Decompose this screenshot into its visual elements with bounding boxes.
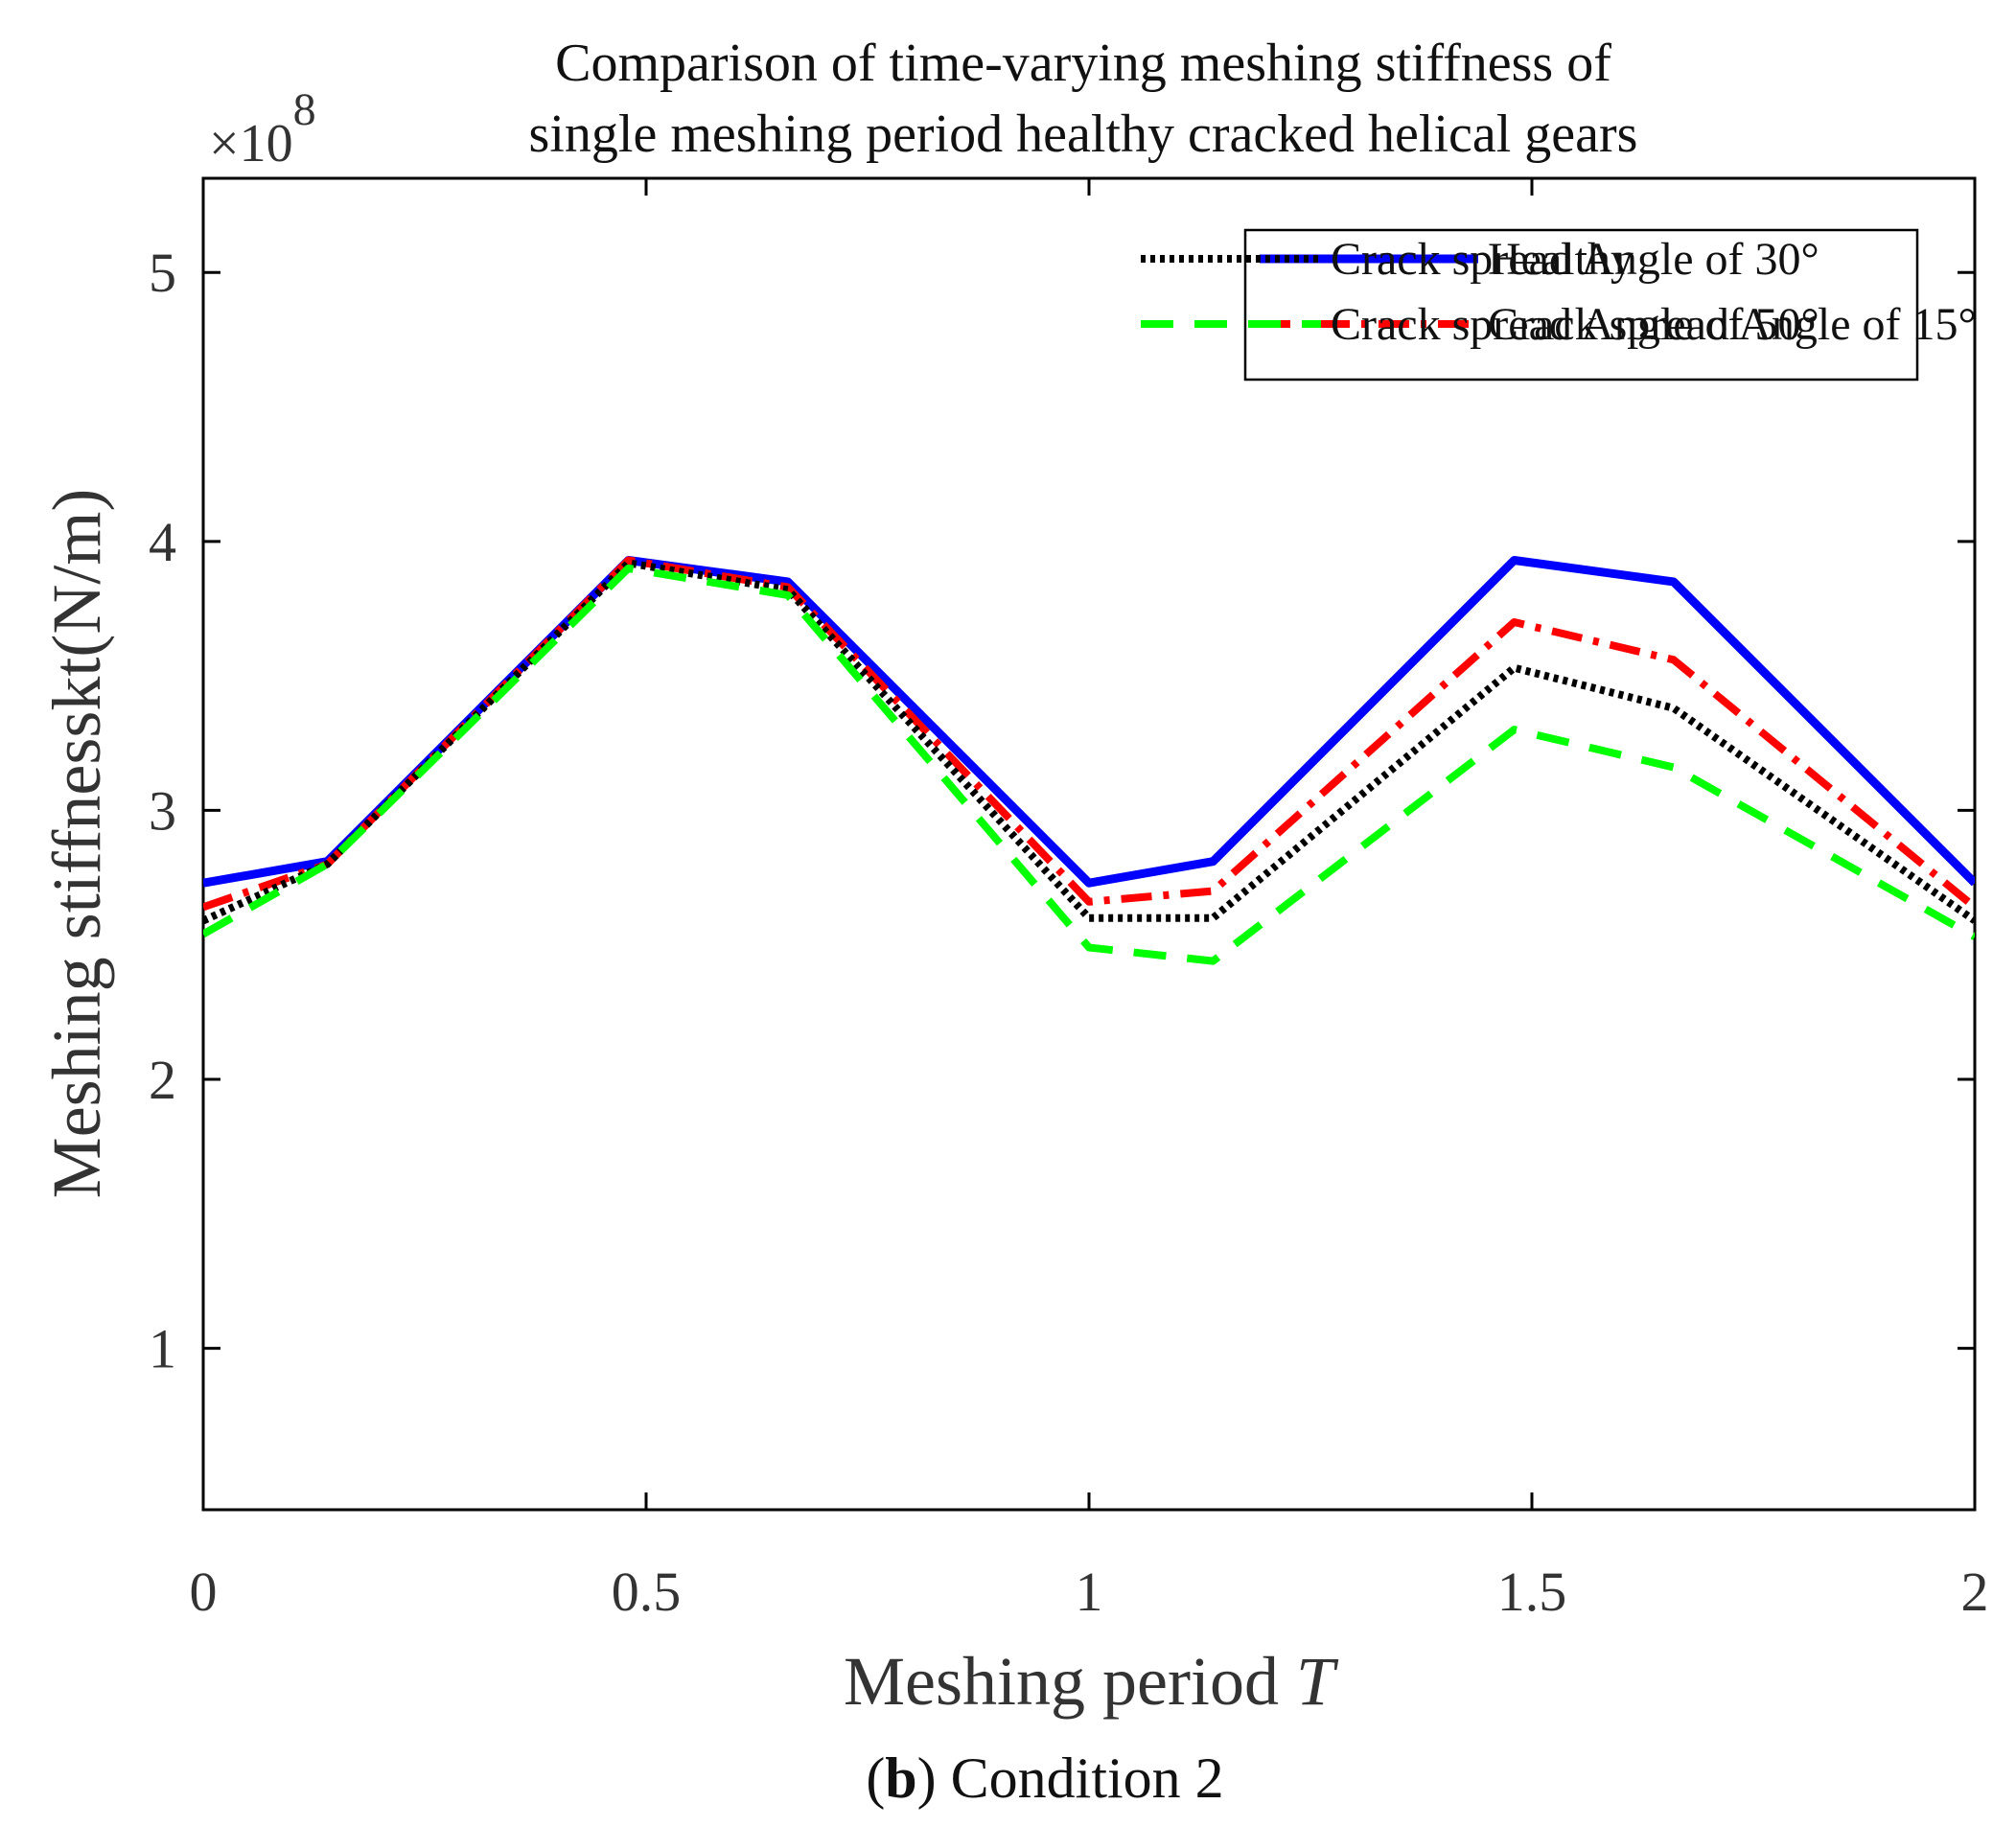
- y-tick-label: 2: [149, 1049, 176, 1111]
- caption-text: Condition 2: [951, 1746, 1224, 1810]
- x-tick-labels: 0 0.5 1 1.5 2: [190, 1561, 1989, 1623]
- x-tick-label: 1.5: [1497, 1561, 1567, 1623]
- axis-ticks: [201, 178, 1977, 1510]
- legend-label-crack-spread-angle-of-50: Crack spread Angle of 50°: [1331, 299, 1819, 350]
- x-axis-label-symbol: T: [1296, 1643, 1339, 1720]
- y-tick-label: 3: [149, 779, 176, 842]
- y-exponent-power: 8: [293, 84, 316, 135]
- chart-title-line-2: single meshing period healthy cracked he…: [529, 104, 1638, 164]
- figure-caption: (b) Condition 2: [866, 1746, 1223, 1810]
- y-tick-label: 1: [149, 1318, 176, 1380]
- x-tick-label: 0.5: [612, 1561, 682, 1623]
- y-exponent-base: ×10: [209, 114, 293, 173]
- x-axis-label: Meshing period T: [844, 1643, 1339, 1720]
- legend-label-crack-spread-angle-of-30: Crack spread Angle of 30°: [1331, 234, 1819, 285]
- series-line-crack-spread-angle-of-50: [203, 564, 1975, 965]
- legend-label-healthy: Healthy: [1488, 234, 1634, 285]
- y-exponent-label: ×108: [209, 84, 316, 173]
- y-tick-label: 4: [149, 511, 176, 573]
- x-tick-label: 1: [1076, 1561, 1103, 1623]
- y-tick-labels: 1 2 3 4 5: [149, 242, 176, 1379]
- chart-title-line-1: Comparison of time-varying meshing stiff…: [555, 34, 1611, 93]
- x-tick-label: 0: [190, 1561, 218, 1623]
- x-tick-label: 2: [1961, 1561, 1989, 1623]
- y-axis-label: Meshing stiffnesskt(N/m): [38, 489, 115, 1199]
- x-axis-label-text: Meshing period: [844, 1643, 1296, 1720]
- legend-label-crack-spread-angle-of-15: Crack spread Angle of 15°: [1488, 299, 1977, 350]
- series-lines: [203, 556, 1975, 965]
- series-line-crack-spread-angle-of-15: [203, 556, 1975, 912]
- caption-letter: b: [885, 1746, 916, 1810]
- y-tick-label: 5: [149, 242, 176, 304]
